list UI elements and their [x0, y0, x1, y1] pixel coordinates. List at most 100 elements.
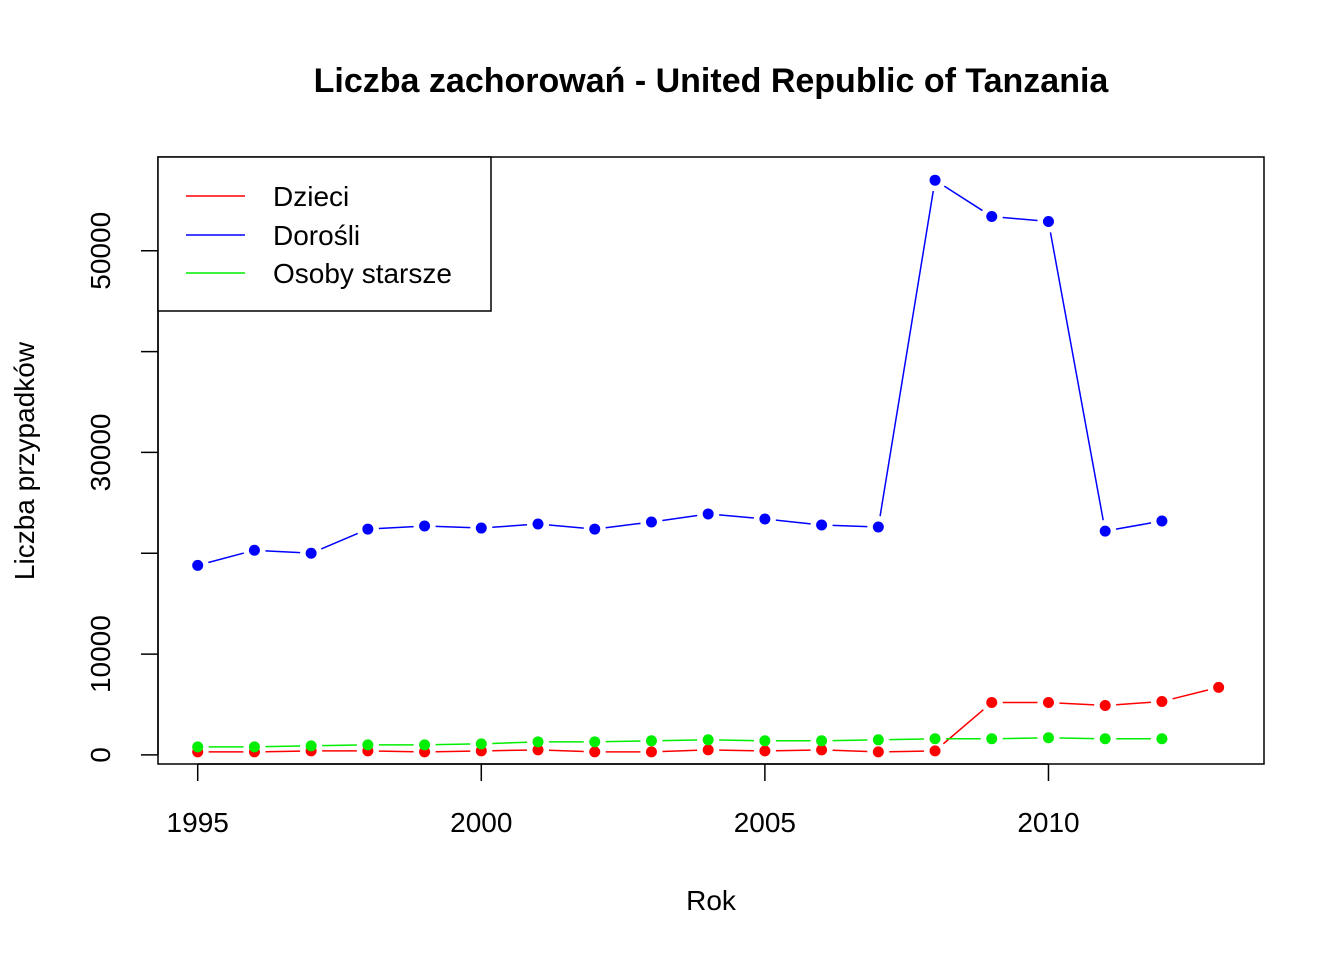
- y-tick-label: 50000: [85, 212, 116, 290]
- data-point: [532, 518, 544, 530]
- series-line-segment: [832, 739, 868, 742]
- series-line-segment: [662, 749, 698, 753]
- series-line-segment: [435, 525, 471, 529]
- x-tick-label: 1995: [167, 807, 229, 838]
- data-point: [929, 733, 941, 745]
- data-point: [362, 523, 374, 535]
- data-point: [1042, 732, 1054, 744]
- y-axis: 0 10000 30000 50000: [85, 212, 159, 763]
- series-layer: [192, 174, 1225, 758]
- data-point: [532, 744, 544, 756]
- series-line-segment: [1049, 232, 1104, 521]
- series-line-segment: [832, 749, 868, 753]
- data-point: [759, 513, 771, 525]
- data-point: [1156, 515, 1168, 527]
- series-line-segment: [435, 750, 471, 753]
- data-point: [475, 522, 487, 534]
- series-line-segment: [719, 739, 754, 742]
- series-line-segment: [322, 744, 357, 747]
- data-point: [1042, 696, 1054, 708]
- data-point: [305, 740, 317, 752]
- x-tick-label: 2000: [450, 807, 512, 838]
- data-point: [589, 746, 601, 758]
- series-line-segment: [775, 749, 811, 752]
- data-point: [475, 738, 487, 750]
- data-point: [816, 744, 828, 756]
- series-line-segment: [719, 514, 754, 519]
- x-tick-label: 2005: [734, 807, 796, 838]
- series-line-segment: [492, 749, 528, 752]
- legend-box: [157, 156, 492, 312]
- data-point: [589, 736, 601, 748]
- series-line-segment: [492, 524, 528, 529]
- data-point: [1213, 681, 1225, 693]
- series-line-segment: [265, 550, 301, 554]
- series-line-segment: [548, 749, 584, 753]
- x-tick-label: 2010: [1017, 807, 1079, 838]
- series-line-segment: [662, 514, 698, 522]
- data-point: [419, 520, 431, 532]
- series-line-segment: [889, 750, 925, 753]
- data-point: [305, 547, 317, 559]
- data-point: [645, 735, 657, 747]
- data-point: [192, 741, 204, 753]
- data-point: [929, 745, 941, 757]
- series-line-segment: [605, 522, 641, 529]
- x-axis: 1995 2000 2005 2010: [167, 763, 1080, 838]
- y-tick-label: 10000: [85, 615, 116, 693]
- data-point: [872, 746, 884, 758]
- data-point: [986, 696, 998, 708]
- series-line-segment: [320, 532, 359, 550]
- data-point: [589, 523, 601, 535]
- data-point: [986, 733, 998, 745]
- data-point: [645, 746, 657, 758]
- data-point: [248, 544, 260, 556]
- legend-label-dorosli: Dorośli: [273, 220, 360, 251]
- series-line-segment: [1002, 737, 1038, 740]
- y-tick-label: 0: [85, 747, 116, 763]
- y-tick-label: 30000: [85, 413, 116, 491]
- series-line-segment: [1059, 737, 1095, 740]
- x-axis-label: Rok: [686, 885, 737, 916]
- data-point: [759, 745, 771, 757]
- series-line-segment: [662, 739, 698, 742]
- series-line-segment: [1172, 689, 1209, 700]
- series-line-segment: [265, 750, 301, 753]
- data-point: [702, 744, 714, 756]
- series-line-segment: [1002, 216, 1038, 222]
- series-line-segment: [605, 740, 641, 743]
- series-line-segment: [775, 519, 811, 525]
- data-point: [702, 734, 714, 746]
- series-line-segment: [879, 190, 935, 517]
- series-line-segment: [378, 525, 414, 530]
- data-point: [872, 734, 884, 746]
- series-line-segment: [265, 745, 301, 748]
- chart-title: Liczba zachorowań - United Republic of T…: [314, 62, 1110, 100]
- series-line-segment: [378, 750, 414, 753]
- data-point: [1099, 700, 1111, 712]
- series-line-segment: [1115, 522, 1152, 530]
- series-line-segment: [492, 741, 528, 745]
- data-point: [816, 519, 828, 531]
- data-point: [362, 739, 374, 751]
- series-line-segment: [832, 524, 868, 528]
- data-point: [1042, 216, 1054, 228]
- data-point: [702, 508, 714, 520]
- data-point: [1156, 695, 1168, 707]
- data-point: [1099, 525, 1111, 537]
- series-line-segment: [889, 738, 925, 741]
- series-line-segment: [435, 743, 471, 746]
- data-point: [1099, 733, 1111, 745]
- series-line-segment: [548, 524, 584, 529]
- data-point: [419, 739, 431, 751]
- series-line-segment: [943, 185, 983, 212]
- series-line-segment: [1116, 701, 1151, 706]
- legend-label-osoby-starsze: Osoby starsze: [273, 258, 452, 289]
- series-2: [192, 732, 1168, 753]
- data-point: [986, 210, 998, 222]
- series-line-segment: [1059, 702, 1095, 706]
- legend-label-dzieci: Dzieci: [273, 181, 349, 212]
- legend: Dzieci Dorośli Osoby starsze: [157, 156, 492, 312]
- data-point: [192, 559, 204, 571]
